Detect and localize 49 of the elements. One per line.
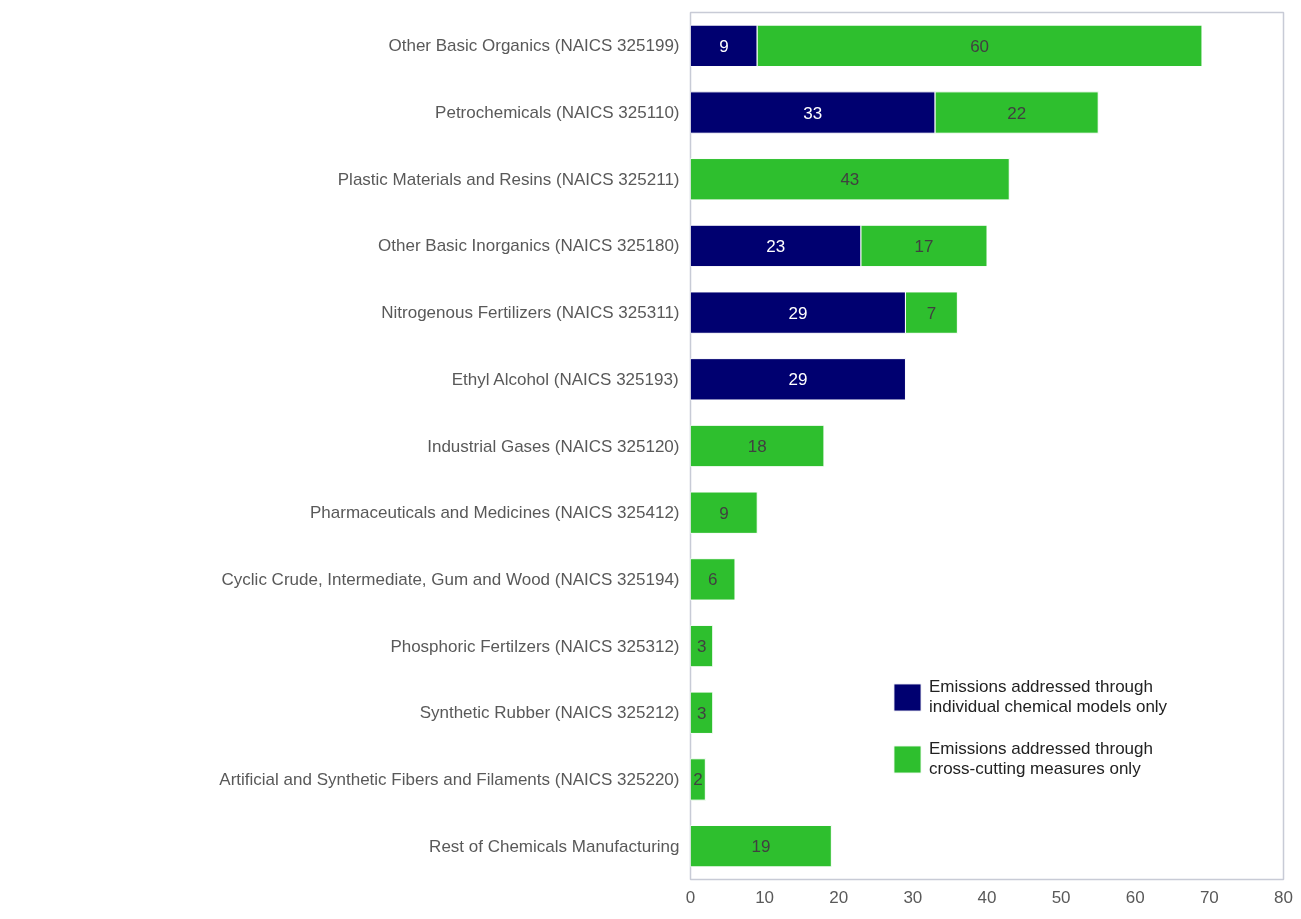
y-tick-label: Artificial and Synthetic Fibers and Filaments (NAICS 325220) (219, 769, 680, 789)
bar (690, 424, 825, 468)
x-tick-label: 80 (1274, 887, 1293, 907)
data-label: 19 (751, 837, 771, 857)
data-label: 22 (1007, 103, 1027, 123)
data-label: 7 (926, 303, 937, 323)
data-label: 29 (788, 303, 808, 323)
data-label: 18 (747, 437, 767, 456)
bar (690, 358, 906, 401)
y-tick-label: Rest of Chemicals Manufacturing (429, 836, 680, 856)
x-tick-label: 10 (755, 887, 775, 907)
bar (690, 824, 832, 868)
data-label: 9 (719, 36, 729, 56)
y-tick-label: Pharmaceuticals and Medicines (NAICS 325412) (310, 503, 680, 523)
data-label: 6 (708, 570, 718, 590)
legend-label: Emissions addressed through cross-cutting measures only (929, 739, 1153, 779)
y-tick-label: Phosphoric Fertilzers (NAICS 325312) (390, 636, 680, 656)
data-label: 2 (693, 770, 703, 790)
data-label: 60 (970, 36, 990, 56)
data-label: 9 (719, 503, 729, 523)
x-tick-label: 30 (903, 887, 923, 907)
data-label: 3 (696, 637, 707, 657)
y-tick-label: Plastic Materials and Resins (NAICS 325211) (337, 169, 680, 189)
y-tick-label: Petrochemicals (NAICS 325110) (435, 103, 680, 123)
bar (690, 158, 1010, 201)
x-tick-label: 50 (1051, 887, 1071, 907)
bar (690, 558, 736, 601)
data-label: 23 (766, 236, 786, 256)
data-label: 33 (803, 103, 823, 123)
y-tick-label: Other Basic Inorganics (NAICS 325180) (378, 236, 680, 256)
y-tick-label: Ethyl Alcohol (NAICS 325193) (451, 369, 679, 389)
bar (690, 691, 714, 734)
y-tick-label: Industrial Gases (NAICS 325120) (427, 436, 680, 456)
y-tick-label: Synthetic Rubber (NAICS 325212) (419, 703, 680, 723)
legend-label: Emissions addressed through individual chemical models only (929, 677, 1168, 717)
data-label: 3 (696, 703, 707, 723)
y-tick-label: Nitrogenous Fertilizers (NAICS 325311) (381, 303, 680, 323)
x-tick-label: 0 (685, 887, 696, 907)
x-tick-label: 60 (1125, 887, 1145, 907)
bar (690, 758, 706, 801)
x-tick-label: 20 (829, 887, 849, 907)
bar (690, 491, 758, 534)
y-tick-label: Cyclic Crude, Intermediate, Gum and Wood (NAICS 325194) (221, 569, 680, 589)
data-label: 29 (788, 370, 808, 390)
x-tick-label: 40 (977, 887, 997, 907)
data-label: 17 (914, 236, 934, 256)
y-tick-label: Other Basic Organics (NAICS 325199) (388, 36, 680, 56)
x-tick-label: 70 (1199, 887, 1219, 907)
data-label: 43 (840, 170, 860, 190)
